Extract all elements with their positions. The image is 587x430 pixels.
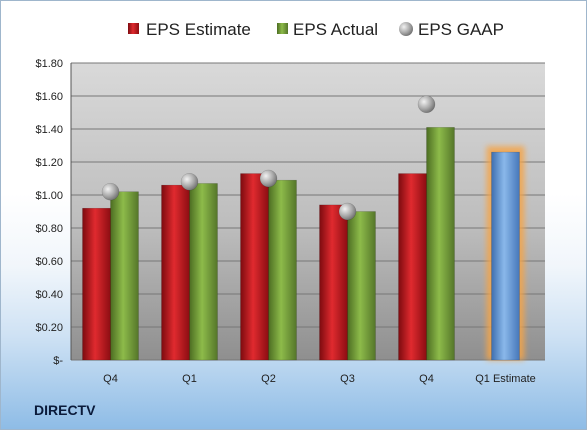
x-axis: Q4 Q1 Q2 Q3 Q4 Q1 Estimate <box>103 373 536 385</box>
marker-eps-gaap-4 <box>417 95 436 113</box>
x-tick-label: Q1 <box>182 373 197 385</box>
bar-forecast <box>491 151 520 361</box>
bar-eps-actual-3 <box>347 211 376 361</box>
bar-eps-estimate-3 <box>319 204 348 361</box>
legend-label-eps-estimate: EPS Estimate <box>146 20 251 39</box>
x-tick-label: Q2 <box>261 373 276 385</box>
legend-marker-eps-gaap <box>399 22 413 36</box>
x-tick-label: Q1 Estimate <box>475 373 536 385</box>
y-tick-label: $0.60 <box>35 256 63 268</box>
bar-eps-estimate-1 <box>161 184 190 361</box>
y-axis: $- $0.20 $0.40 $0.60 $0.80 $1.00 $1.20 $1.40 $1.… <box>35 58 72 367</box>
gaap-markers <box>101 95 436 221</box>
plot-area <box>71 63 545 360</box>
y-tick-label: $1.20 <box>35 157 63 169</box>
bars <box>82 127 525 361</box>
gridlines <box>71 62 545 361</box>
legend-swatch-eps-actual <box>277 23 288 34</box>
y-tick-label: $- <box>53 355 63 367</box>
y-tick-label: $1.80 <box>35 58 63 70</box>
y-tick-label: $0.80 <box>35 223 63 235</box>
company-name: DIRECTV <box>34 402 96 418</box>
y-tick-label: $0.20 <box>35 322 63 334</box>
legend-label-eps-gaap: EPS GAAP <box>418 20 504 39</box>
marker-eps-gaap-0 <box>101 182 120 201</box>
marker-eps-gaap-2 <box>259 169 278 188</box>
bar-eps-estimate-2 <box>240 173 269 361</box>
bar-eps-actual-4 <box>426 127 455 361</box>
bar-eps-actual-2 <box>268 179 297 361</box>
bar-eps-actual-0 <box>110 191 139 361</box>
y-tick-label: $1.60 <box>35 91 63 103</box>
legend: EPS Estimate EPS Actual EPS GAAP <box>128 20 504 39</box>
bar-eps-actual-1 <box>189 183 218 361</box>
x-tick-label: Q3 <box>340 373 355 385</box>
y-tick-label: $1.00 <box>35 190 63 202</box>
x-tick-label: Q4 <box>419 373 434 385</box>
y-tick-label: $0.40 <box>35 289 63 301</box>
bar-eps-estimate-0 <box>82 207 111 361</box>
bar-eps-estimate-4 <box>398 173 427 361</box>
legend-label-eps-actual: EPS Actual <box>293 20 378 39</box>
y-tick-label: $1.40 <box>35 124 63 136</box>
legend-swatch-eps-estimate <box>128 23 139 34</box>
x-tick-label: Q4 <box>103 373 118 385</box>
marker-eps-gaap-3 <box>338 202 357 221</box>
marker-eps-gaap-1 <box>180 173 199 191</box>
